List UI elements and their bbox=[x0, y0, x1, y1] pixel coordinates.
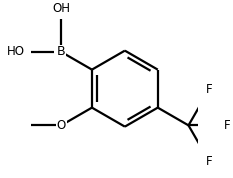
Text: OH: OH bbox=[52, 2, 70, 15]
Text: HO: HO bbox=[7, 45, 24, 58]
Text: B: B bbox=[57, 45, 65, 58]
Text: F: F bbox=[206, 155, 212, 168]
Text: F: F bbox=[223, 119, 230, 132]
Text: O: O bbox=[57, 119, 66, 132]
Text: F: F bbox=[206, 83, 212, 96]
